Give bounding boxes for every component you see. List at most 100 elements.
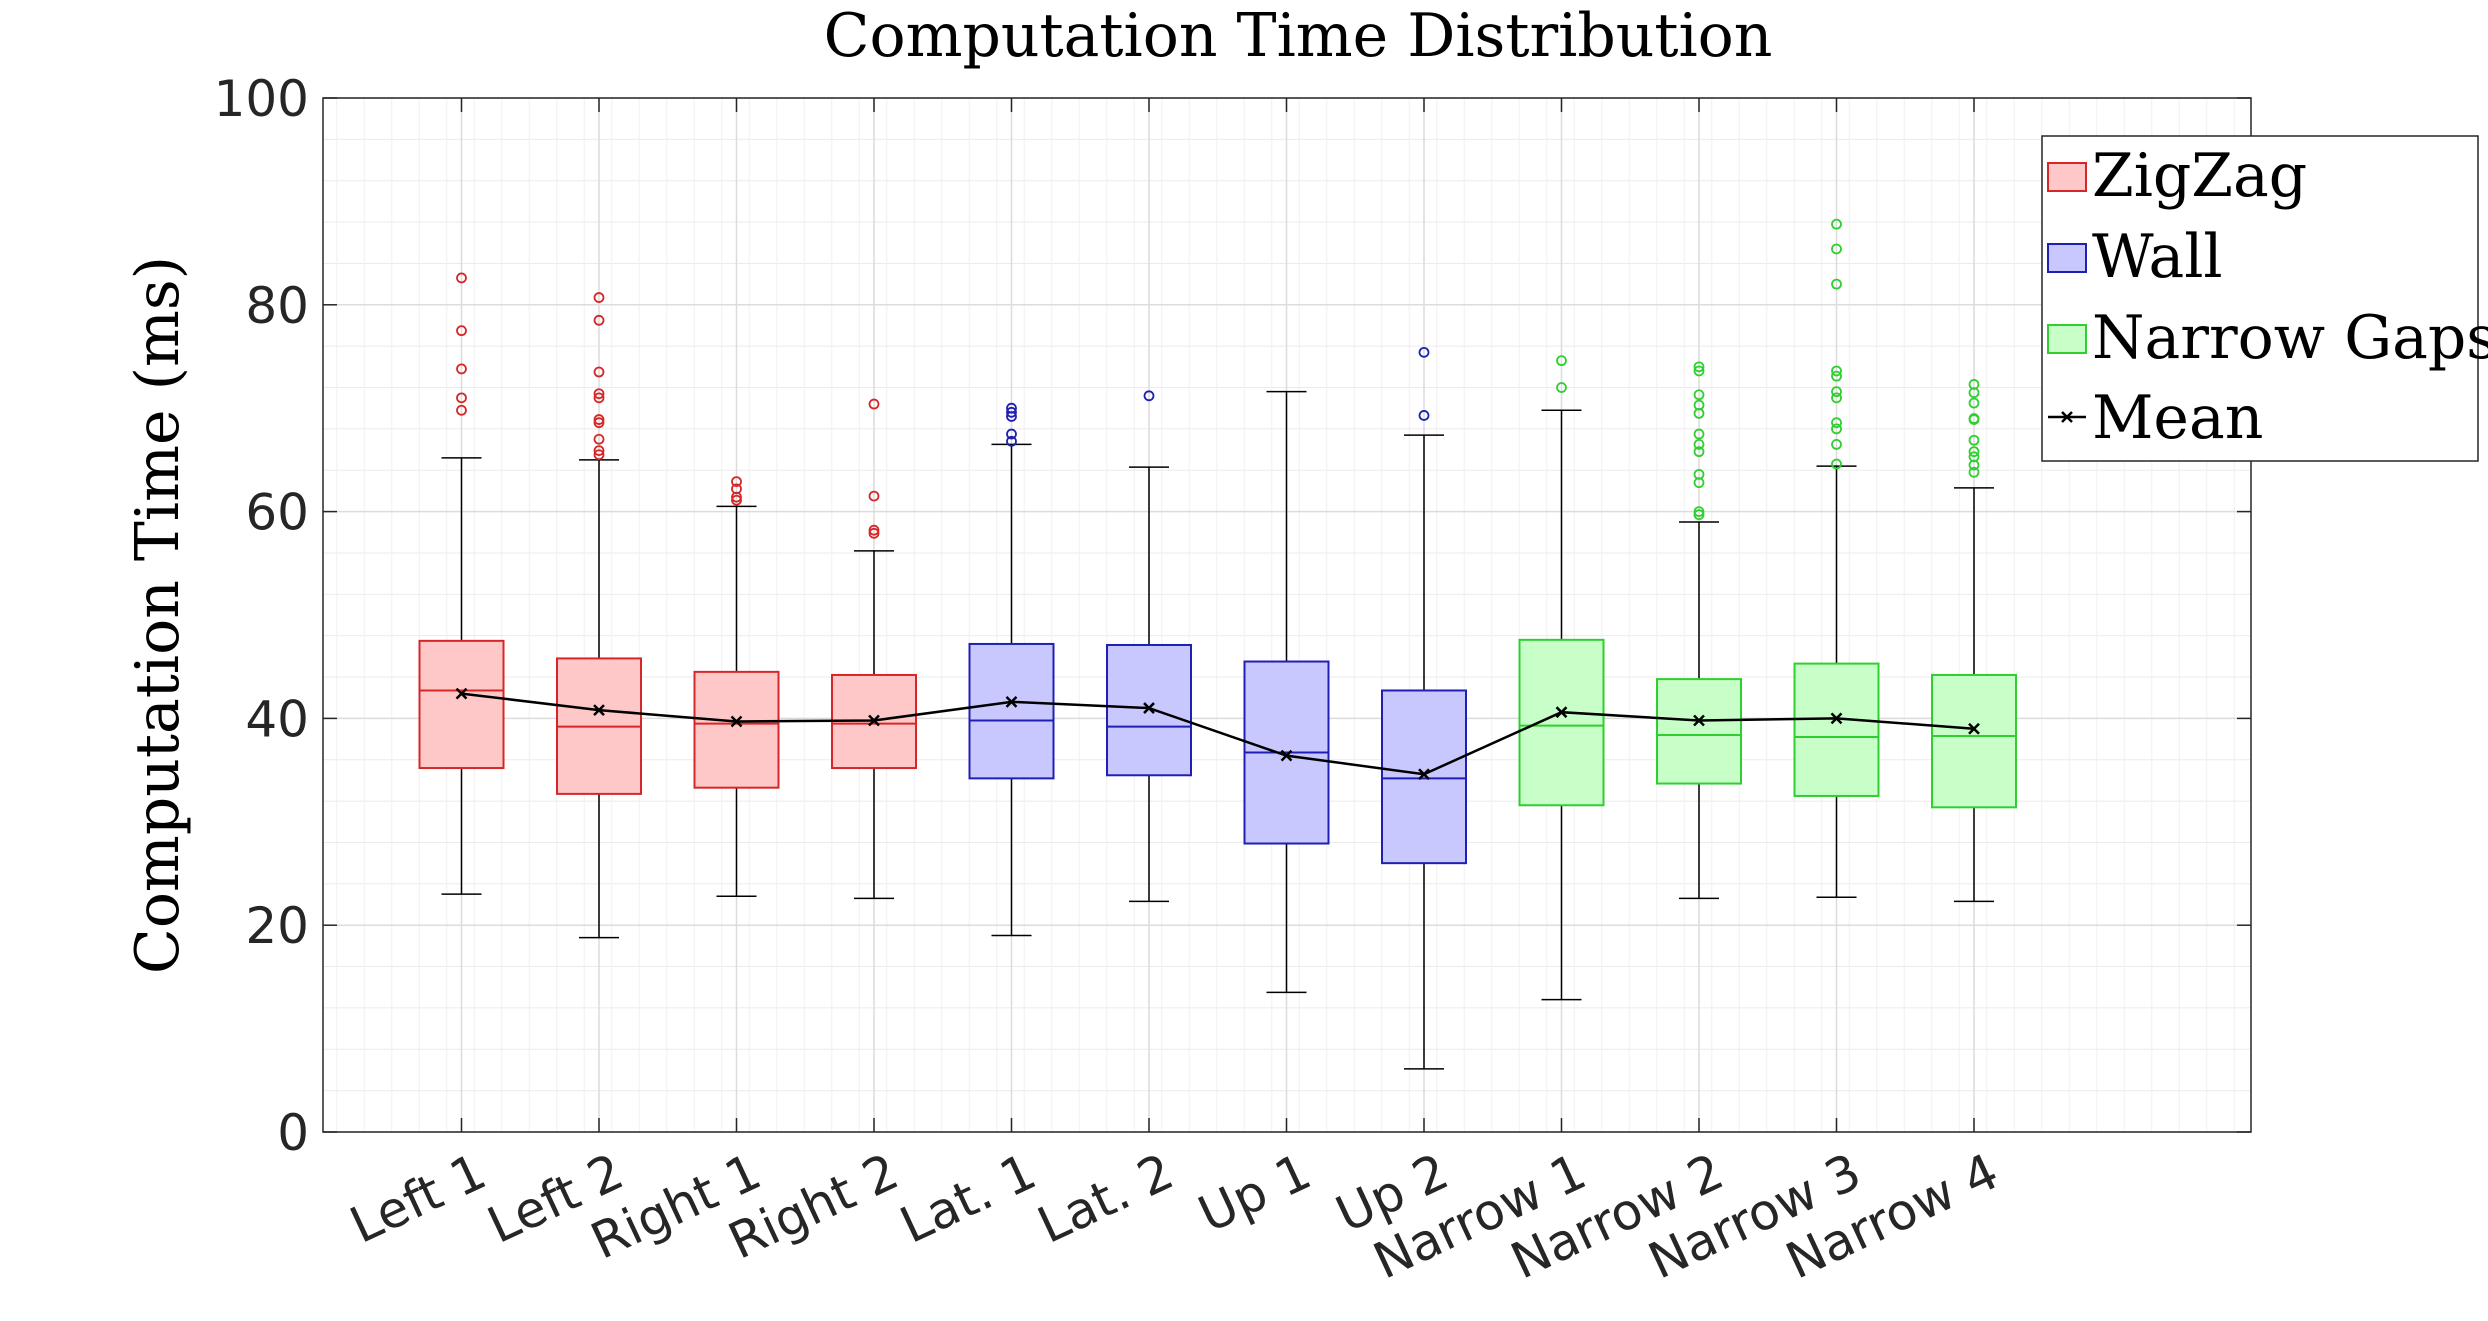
outlier-point xyxy=(1968,413,1980,424)
outlier-point xyxy=(593,314,605,326)
outlier-point xyxy=(1831,438,1842,450)
box-up-2 xyxy=(1381,346,1467,1070)
outlier-point xyxy=(1831,370,1842,382)
box-narrow-1 xyxy=(1518,355,1605,1001)
outlier-point xyxy=(1831,243,1842,255)
outlier-point xyxy=(1968,397,1980,409)
outlier-point xyxy=(731,476,742,488)
y-tick-label: 80 xyxy=(245,277,309,335)
iqr-box xyxy=(693,670,780,789)
outlier-point xyxy=(1693,438,1705,450)
legend-label-narrow-gaps: Narrow Gaps xyxy=(2092,303,2488,373)
outlier-point xyxy=(1831,365,1842,377)
box-lat-2 xyxy=(1106,390,1192,903)
outlier-point xyxy=(593,366,605,378)
outlier-point xyxy=(1693,399,1705,411)
mean-marker xyxy=(1693,714,1705,727)
iqr-box xyxy=(1793,662,1880,797)
outlier-point xyxy=(1831,392,1842,404)
outlier-point xyxy=(593,445,605,456)
outlier-point xyxy=(456,325,467,337)
y-tick-label: 0 xyxy=(277,1104,309,1162)
box-lat-1 xyxy=(968,402,1055,937)
box-left-1 xyxy=(418,272,505,895)
iqr-box xyxy=(1106,643,1192,777)
y-tick-label: 100 xyxy=(214,70,309,128)
iqr-box xyxy=(1518,638,1605,807)
mean-series xyxy=(455,687,1980,781)
mean-marker xyxy=(1968,722,1980,735)
outlier-point xyxy=(1693,428,1705,440)
box-narrow-3 xyxy=(1793,218,1880,899)
legend-swatch-narrow-gaps xyxy=(2047,324,2087,354)
iqr-box xyxy=(968,642,1055,780)
outlier-point xyxy=(1006,406,1017,418)
outlier-point xyxy=(1693,446,1705,458)
outlier-point xyxy=(1968,434,1980,446)
outlier-point xyxy=(593,449,605,461)
mean-marker xyxy=(455,687,468,700)
outlier-point xyxy=(1968,379,1980,390)
legend-swatch-wall xyxy=(2047,243,2087,273)
outlier-point xyxy=(456,272,467,284)
outlier-point xyxy=(1693,389,1705,401)
legend-label-zigzag: ZigZag xyxy=(2092,141,2307,211)
outlier-point xyxy=(1968,451,1980,463)
outlier-point xyxy=(456,392,467,404)
outlier-point xyxy=(1831,458,1842,470)
outlier-point xyxy=(1831,423,1842,435)
mean-marker xyxy=(593,704,605,717)
outlier-point xyxy=(593,414,605,425)
outlier-point xyxy=(1143,390,1155,402)
outlier-point xyxy=(1831,386,1842,398)
mean-marker xyxy=(730,715,743,728)
legend-label-mean: Mean xyxy=(2092,383,2263,453)
x-tick-label: Lat. 2 xyxy=(1029,1142,1182,1254)
iqr-box xyxy=(1931,673,2017,809)
x-tick-label: Up 1 xyxy=(1190,1142,1320,1244)
outlier-point xyxy=(1693,506,1705,518)
mean-line xyxy=(461,692,1975,776)
y-axis-ticks: 0 20 40 60 80 100 xyxy=(214,70,2251,1162)
outlier-point xyxy=(1968,466,1980,478)
mean-marker xyxy=(1005,695,1018,708)
legend-box xyxy=(2041,135,2479,462)
outlier-point xyxy=(1693,365,1705,377)
outlier-point xyxy=(1006,402,1017,414)
outlier-point xyxy=(731,483,742,495)
mean-marker xyxy=(1555,706,1568,719)
outlier-point xyxy=(1693,361,1705,373)
box-narrow-2 xyxy=(1656,361,1742,900)
outlier-point xyxy=(1006,435,1017,447)
outlier-point xyxy=(1968,446,1980,458)
box-series xyxy=(418,218,2017,1070)
outlier-point xyxy=(593,417,605,429)
outlier-point xyxy=(868,490,880,502)
chart-title: Computation Time Distribution xyxy=(824,1,1773,71)
outlier-point xyxy=(456,363,467,375)
y-axis-label: Computation Time (ms) xyxy=(123,256,193,974)
mean-marker xyxy=(868,714,880,727)
mean-marker xyxy=(1143,702,1155,714)
iqr-box xyxy=(418,639,505,770)
outlier-point xyxy=(1831,218,1842,230)
outlier-point xyxy=(1556,382,1567,393)
legend-swatch-zigzag xyxy=(2047,162,2087,192)
outlier-point xyxy=(868,398,880,410)
outlier-point xyxy=(1006,428,1017,440)
box-up-1 xyxy=(1243,390,1330,994)
outlier-point xyxy=(1556,355,1567,367)
legend: ZigZag Wall Narrow Gaps Mean xyxy=(2041,135,2488,462)
outlier-point xyxy=(1831,417,1842,429)
outlier-point xyxy=(1418,346,1430,358)
x-tick-label: Left 1 xyxy=(342,1142,495,1254)
box-left-2 xyxy=(556,292,642,939)
x-tick-label: Lat. 1 xyxy=(892,1142,1045,1254)
outlier-point xyxy=(1418,410,1430,421)
outlier-point xyxy=(1693,509,1705,521)
outlier-point xyxy=(1693,468,1705,480)
outlier-point xyxy=(868,524,880,536)
mean-marker xyxy=(1830,712,1843,725)
box-narrow-4 xyxy=(1931,379,2017,903)
